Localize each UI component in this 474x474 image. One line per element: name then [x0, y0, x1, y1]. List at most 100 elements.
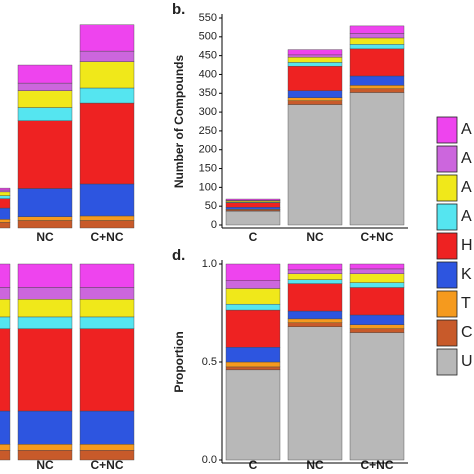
y-tick-label: 200 [199, 144, 217, 156]
bar-segment [225, 303, 281, 311]
legend-swatch [436, 116, 458, 144]
bar-segment [225, 309, 281, 348]
bar-segment [0, 410, 11, 445]
y-tick-label: 400 [199, 68, 217, 80]
legend-label: U [461, 353, 473, 370]
bar-segment [0, 207, 11, 220]
legend-swatch [436, 174, 458, 202]
bar-segment [17, 287, 73, 300]
bar-segment [349, 48, 405, 77]
bar-segment [287, 90, 343, 98]
y-tick-label: 300 [199, 106, 217, 118]
legend-label: A [461, 150, 472, 167]
bar-segment [287, 310, 343, 320]
bar-segment [0, 189, 11, 193]
bar-segment [79, 50, 135, 62]
bar-segment [225, 369, 281, 461]
bar-segment [225, 288, 281, 305]
y-tick-label: 0.0 [202, 454, 217, 466]
bar-segment [287, 56, 343, 63]
bar-segment [17, 316, 73, 329]
bar-segment [17, 299, 73, 318]
bar-segment [17, 188, 73, 217]
bar-segment [0, 316, 11, 329]
bar-segment [79, 287, 135, 300]
bar-segment [17, 328, 73, 412]
bar-segment [287, 104, 343, 226]
bar-segment [287, 273, 343, 280]
bar-segment [225, 347, 281, 363]
legend-label: T [461, 295, 471, 312]
bar-segment [79, 263, 135, 288]
bar-segment [349, 332, 405, 461]
bar-segment [287, 279, 343, 284]
bar-segment [79, 316, 135, 329]
y-axis-title: Number of Compounds [172, 55, 186, 189]
bar-segment [0, 198, 11, 209]
bar-segment [287, 269, 343, 275]
y-tick-label: 50 [205, 200, 217, 212]
bar-segment [79, 87, 135, 104]
bar-segment [349, 88, 405, 93]
y-tick-label: 0.5 [202, 356, 217, 368]
x-tick-label: C+NC [360, 230, 393, 244]
bar-segment [17, 90, 73, 108]
legend-swatch [436, 145, 458, 173]
bar-segment [0, 444, 11, 451]
bar-segment [0, 450, 11, 461]
y-tick-label: 550 [199, 12, 217, 24]
bar-segment [349, 37, 405, 45]
bar-segment [225, 263, 281, 281]
bar-segment [349, 273, 405, 283]
bar-segment [225, 202, 281, 208]
bar-segment [17, 120, 73, 189]
x-tick-label: C [249, 230, 258, 244]
x-tick-label: NC [36, 230, 54, 244]
bar-segment [349, 263, 405, 270]
bar-segment [17, 107, 73, 121]
bar-segment [225, 207, 281, 210]
bar-segment [79, 444, 135, 451]
bar-segment [349, 25, 405, 34]
bar-segment [79, 102, 135, 185]
legend-swatch [436, 348, 458, 376]
legend-label: H [461, 237, 473, 254]
legend-swatch [436, 232, 458, 260]
bar-segment [287, 326, 343, 461]
bar-segment [0, 219, 11, 223]
legend-swatch [436, 261, 458, 289]
bar-segment [349, 314, 405, 325]
bar-segment [17, 82, 73, 91]
bar-segment [17, 220, 73, 229]
y-tick-label: 250 [199, 125, 217, 137]
bar-segment [225, 361, 281, 368]
bar-segment [287, 283, 343, 312]
bar-segment [349, 75, 405, 86]
bar-segment [287, 49, 343, 56]
bar-segment [0, 187, 11, 191]
panel-label: b. [172, 1, 185, 18]
bar-segment [225, 366, 281, 371]
bar-segment [349, 268, 405, 274]
bar-segment [0, 287, 11, 300]
bar-segment [17, 410, 73, 445]
bar-segment [0, 299, 11, 318]
legend-swatch [436, 203, 458, 231]
legend-label: K [461, 266, 472, 283]
x-tick-label: C+NC [360, 458, 393, 472]
bar-segment [79, 24, 135, 52]
y-axis-title: Proportion [172, 331, 186, 392]
y-tick-label: 350 [199, 87, 217, 99]
bar-segment [79, 299, 135, 318]
bar-segment [17, 64, 73, 84]
bar-segment [287, 100, 343, 105]
bar-segment [17, 216, 73, 221]
y-tick-label: 150 [199, 162, 217, 174]
y-tick-label: 500 [199, 31, 217, 43]
legend-label: A [461, 121, 472, 138]
bar-segment [287, 62, 343, 67]
bar-segment [79, 220, 135, 229]
panel-label: d. [172, 247, 185, 264]
legend-swatch [436, 290, 458, 318]
bar-segment [79, 328, 135, 412]
